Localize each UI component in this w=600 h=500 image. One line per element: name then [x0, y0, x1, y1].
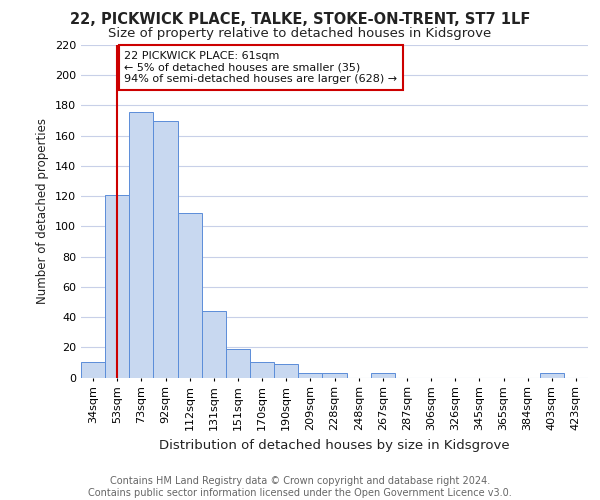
- Bar: [129, 112, 154, 378]
- Bar: [202, 311, 226, 378]
- Bar: [178, 213, 202, 378]
- Bar: [298, 373, 322, 378]
- Bar: [250, 362, 274, 378]
- Bar: [81, 362, 105, 378]
- Text: 22, PICKWICK PLACE, TALKE, STOKE-ON-TRENT, ST7 1LF: 22, PICKWICK PLACE, TALKE, STOKE-ON-TREN…: [70, 12, 530, 28]
- Bar: [226, 349, 250, 378]
- Bar: [540, 373, 564, 378]
- Y-axis label: Number of detached properties: Number of detached properties: [37, 118, 49, 304]
- Text: 22 PICKWICK PLACE: 61sqm
← 5% of detached houses are smaller (35)
94% of semi-de: 22 PICKWICK PLACE: 61sqm ← 5% of detache…: [124, 51, 398, 84]
- Text: Size of property relative to detached houses in Kidsgrove: Size of property relative to detached ho…: [109, 28, 491, 40]
- Text: Contains HM Land Registry data © Crown copyright and database right 2024.
Contai: Contains HM Land Registry data © Crown c…: [88, 476, 512, 498]
- Bar: [154, 120, 178, 378]
- Bar: [274, 364, 298, 378]
- X-axis label: Distribution of detached houses by size in Kidsgrove: Distribution of detached houses by size …: [159, 438, 510, 452]
- Bar: [105, 194, 129, 378]
- Bar: [322, 373, 347, 378]
- Bar: [371, 373, 395, 378]
